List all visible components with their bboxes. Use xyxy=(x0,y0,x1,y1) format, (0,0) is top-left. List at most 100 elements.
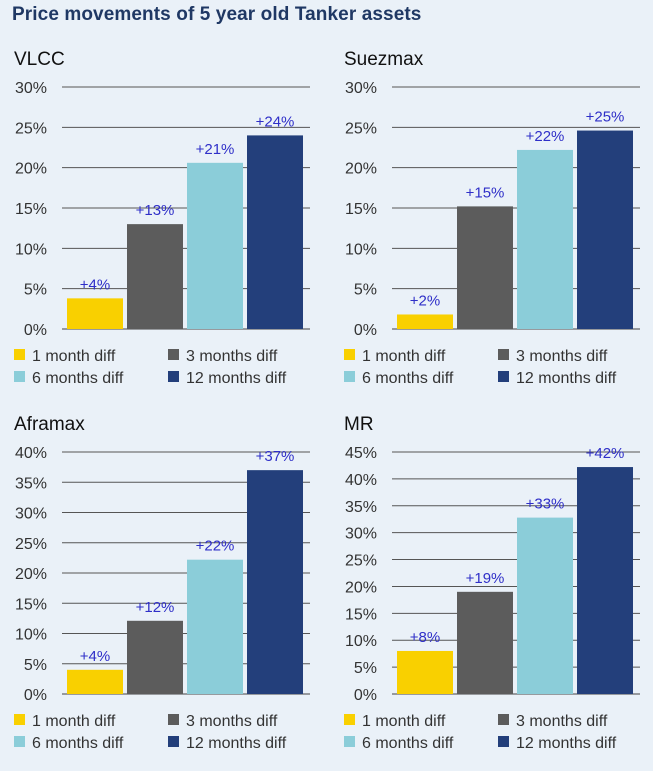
legend-label: 1 month diff xyxy=(362,348,446,365)
data-label: +37% xyxy=(256,448,295,465)
chart-svg: MR 0% 5% 10% 15% 20% 25% 30% 35% 40% 45% +8% +19% +33… xyxy=(344,414,640,752)
chart-title: MR xyxy=(344,414,374,435)
y-tick-label: 40% xyxy=(345,472,377,489)
legend-swatch-3-months-diff xyxy=(168,349,179,360)
bar-1-month-diff xyxy=(67,298,123,329)
bar-1-month-diff xyxy=(397,650,453,694)
data-label: +25% xyxy=(586,109,625,126)
legend-swatch-12-months-diff xyxy=(168,736,179,747)
y-tick-label: 15% xyxy=(345,606,377,623)
legend-swatch-3-months-diff xyxy=(168,714,179,725)
y-tick-label: 5% xyxy=(354,660,377,677)
legend-label: 12 months diff xyxy=(516,735,617,752)
y-tick-label: 30% xyxy=(345,80,377,97)
data-label: +19% xyxy=(466,570,505,587)
data-label: +22% xyxy=(526,128,565,145)
bar-3-months-diff xyxy=(127,620,183,694)
chart-title: Aframax xyxy=(14,414,85,435)
legend-swatch-12-months-diff xyxy=(498,371,509,382)
y-tick-label: 5% xyxy=(354,282,377,299)
y-tick-label: 30% xyxy=(15,506,47,523)
chart-svg: Suezmax 0% 5% 10% 15% 20% 25% 30% +2% +15% +22% +25… xyxy=(344,49,640,387)
page-title: Price movements of 5 year old Tanker ass… xyxy=(12,4,422,25)
chart-panel-suezmax: Suezmax 0% 5% 10% 15% 20% 25% 30% +2% +15% +22% +25… xyxy=(330,40,650,395)
legend-swatch-12-months-diff xyxy=(498,736,509,747)
legend-label: 3 months diff xyxy=(516,348,608,365)
legend-swatch-6-months-diff xyxy=(14,736,25,747)
legend-label: 3 months diff xyxy=(516,713,608,730)
data-label: +2% xyxy=(410,292,440,309)
legend-swatch-6-months-diff xyxy=(344,736,355,747)
legend-swatch-3-months-diff xyxy=(498,714,509,725)
legend-swatch-1-month-diff xyxy=(14,349,25,360)
legend-label: 1 month diff xyxy=(32,713,116,730)
bar-3-months-diff xyxy=(127,224,183,329)
y-tick-label: 20% xyxy=(15,161,47,178)
legend-label: 12 months diff xyxy=(516,370,617,387)
chart-panel-mr: MR 0% 5% 10% 15% 20% 25% 30% 35% 40% 45% +8% +19% +33… xyxy=(330,405,650,760)
legend-swatch-1-month-diff xyxy=(14,714,25,725)
data-label: +24% xyxy=(256,113,295,130)
bar-6-months-diff xyxy=(517,149,573,329)
legend-swatch-1-month-diff xyxy=(344,714,355,725)
legend-label: 6 months diff xyxy=(362,370,454,387)
chart-title: Suezmax xyxy=(344,49,424,70)
y-tick-label: 0% xyxy=(24,687,47,704)
y-tick-label: 40% xyxy=(15,445,47,462)
legend-swatch-12-months-diff xyxy=(168,371,179,382)
legend-swatch-6-months-diff xyxy=(14,371,25,382)
data-label: +21% xyxy=(196,141,235,158)
legend-swatch-6-months-diff xyxy=(344,371,355,382)
legend-label: 6 months diff xyxy=(32,370,124,387)
y-tick-label: 30% xyxy=(345,526,377,543)
bar-12-months-diff xyxy=(577,130,633,329)
chart-title: VLCC xyxy=(14,49,65,70)
y-tick-label: 15% xyxy=(15,201,47,218)
bar-3-months-diff xyxy=(457,206,513,329)
y-tick-label: 10% xyxy=(15,241,47,258)
bar-1-month-diff xyxy=(397,314,453,329)
legend-label: 6 months diff xyxy=(362,735,454,752)
y-tick-label: 0% xyxy=(24,322,47,339)
bar-1-month-diff xyxy=(67,669,123,694)
y-tick-label: 15% xyxy=(15,596,47,613)
y-tick-label: 15% xyxy=(345,201,377,218)
legend-label: 6 months diff xyxy=(32,735,124,752)
y-tick-label: 35% xyxy=(15,475,47,492)
data-label: +13% xyxy=(136,202,175,219)
legend-label: 3 months diff xyxy=(186,713,278,730)
data-label: +42% xyxy=(586,445,625,462)
y-tick-label: 10% xyxy=(345,633,377,650)
y-tick-label: 20% xyxy=(15,566,47,583)
y-tick-label: 5% xyxy=(24,282,47,299)
y-tick-label: 25% xyxy=(15,120,47,137)
y-tick-label: 25% xyxy=(15,536,47,553)
data-label: +12% xyxy=(136,599,175,616)
y-tick-label: 20% xyxy=(345,161,377,178)
y-tick-label: 5% xyxy=(24,657,47,674)
bar-3-months-diff xyxy=(457,591,513,694)
data-label: +33% xyxy=(526,496,565,513)
data-label: +8% xyxy=(410,629,440,646)
bar-12-months-diff xyxy=(247,135,303,329)
data-label: +4% xyxy=(80,276,110,293)
bar-6-months-diff xyxy=(517,517,573,694)
legend-label: 12 months diff xyxy=(186,735,287,752)
data-label: +22% xyxy=(196,538,235,555)
chart-panel-aframax: Aframax 0% 5% 10% 15% 20% 25% 30% 35% 40% +4% +12% +… xyxy=(0,405,320,760)
legend-label: 3 months diff xyxy=(186,348,278,365)
y-tick-label: 10% xyxy=(15,627,47,644)
legend-label: 1 month diff xyxy=(32,348,116,365)
legend-label: 12 months diff xyxy=(186,370,287,387)
y-tick-label: 20% xyxy=(345,579,377,596)
bar-6-months-diff xyxy=(187,559,243,694)
y-tick-label: 10% xyxy=(345,241,377,258)
data-label: +15% xyxy=(466,184,505,201)
y-tick-label: 35% xyxy=(345,499,377,516)
bar-6-months-diff xyxy=(187,162,243,329)
y-tick-label: 45% xyxy=(345,445,377,462)
bar-12-months-diff xyxy=(577,467,633,694)
y-tick-label: 0% xyxy=(354,322,377,339)
chart-svg: Aframax 0% 5% 10% 15% 20% 25% 30% 35% 40% +4% +12% +… xyxy=(14,414,310,752)
legend-label: 1 month diff xyxy=(362,713,446,730)
